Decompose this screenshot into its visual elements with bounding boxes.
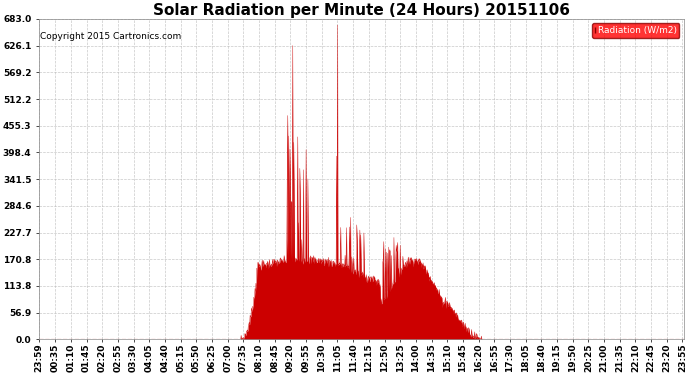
Text: Copyright 2015 Cartronics.com: Copyright 2015 Cartronics.com bbox=[40, 32, 181, 41]
Title: Solar Radiation per Minute (24 Hours) 20151106: Solar Radiation per Minute (24 Hours) 20… bbox=[153, 3, 570, 18]
Legend: Radiation (W/m2): Radiation (W/m2) bbox=[592, 24, 680, 38]
